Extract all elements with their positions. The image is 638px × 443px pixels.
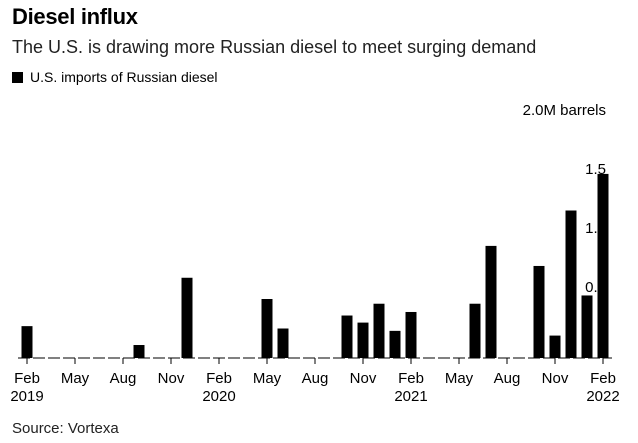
bar <box>469 303 481 358</box>
chart-title: Diesel influx <box>12 4 138 29</box>
bar <box>21 326 33 358</box>
y-tick-label: 1.5 <box>585 161 606 178</box>
legend-label: U.S. imports of Russian diesel <box>30 69 218 85</box>
x-tick-year-label: 2022 <box>586 388 619 405</box>
bar <box>549 335 561 358</box>
x-tick-year-label: 2020 <box>202 388 235 405</box>
source-note: Source: Vortexa <box>12 420 119 437</box>
x-tick-label: Aug <box>110 370 137 387</box>
bar <box>405 311 417 358</box>
x-tick-year-label: 2019 <box>10 388 43 405</box>
legend-swatch <box>12 71 23 83</box>
chart-subtitle: The U.S. is drawing more Russian diesel … <box>12 37 537 57</box>
x-tick-label: Nov <box>350 370 377 387</box>
bar <box>341 315 353 358</box>
bar <box>373 303 385 358</box>
bar <box>181 277 193 358</box>
x-tick-label: Feb <box>206 370 232 387</box>
bar <box>277 328 289 358</box>
x-tick-label: Feb <box>398 370 424 387</box>
bar <box>533 265 545 358</box>
x-tick-year-label: 2021 <box>394 388 427 405</box>
y-tick-label: 2.0M barrels <box>523 102 606 119</box>
bar <box>357 322 369 358</box>
x-tick-label: Feb <box>590 370 616 387</box>
bar <box>581 295 593 358</box>
x-tick-label: May <box>61 370 90 387</box>
bar <box>565 210 577 358</box>
bar <box>261 299 273 358</box>
x-tick-label: May <box>253 370 282 387</box>
bar <box>485 245 497 358</box>
chart-legend: U.S. imports of Russian diesel <box>12 69 218 85</box>
x-tick-label: Nov <box>158 370 185 387</box>
x-tick-label: Aug <box>302 370 329 387</box>
x-tick-label: Aug <box>494 370 521 387</box>
x-tick-label: Nov <box>542 370 569 387</box>
bar <box>133 345 145 358</box>
bar <box>597 173 609 358</box>
x-tick-label: May <box>445 370 474 387</box>
bar <box>389 330 401 358</box>
x-tick-label: Feb <box>14 370 40 387</box>
